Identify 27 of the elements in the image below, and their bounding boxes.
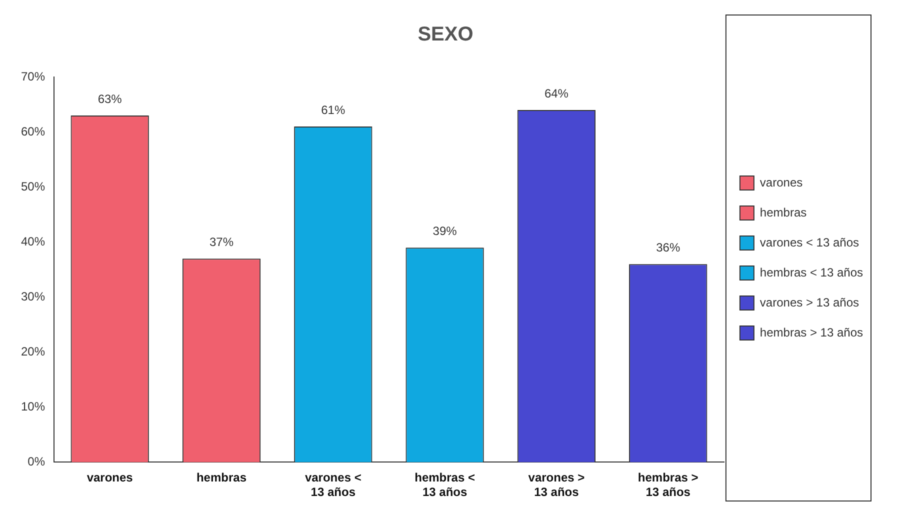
data-label: 61% [321, 102, 346, 117]
x-tick-label: hembras [196, 470, 247, 485]
y-tick-label: 40% [20, 234, 46, 248]
x-tick-label: varones [86, 470, 134, 485]
legend-label: hembras < 13 años [760, 265, 864, 280]
y-tick-label: 70% [20, 69, 46, 84]
y-tick-label: 20% [20, 344, 46, 358]
y-tick-label: 30% [20, 289, 46, 304]
y-tick-label: 60% [20, 124, 46, 138]
data-label: 36% [656, 240, 680, 254]
y-tick-label: 50% [20, 179, 46, 194]
y-tick-label: 0% [28, 454, 46, 469]
legend-label: hembras [760, 205, 807, 220]
legend-label: varones > 13 años [760, 295, 860, 310]
legend-label: hembras > 13 años [760, 325, 864, 340]
data-label: 37% [209, 234, 234, 249]
y-tick-label: 10% [20, 399, 46, 414]
legend-label: varones < 13 años [760, 235, 860, 250]
x-tick-label: varones > 13 años [528, 470, 585, 500]
data-label: 64% [544, 86, 569, 100]
data-label: 39% [432, 224, 458, 238]
x-tick-label: varones < 13 años [304, 470, 362, 500]
x-tick-label: hembras > 13 años [638, 470, 698, 500]
data-label: 63% [98, 92, 122, 106]
chart-title: SEXO [418, 24, 474, 46]
legend-label: varones [760, 175, 803, 190]
x-tick-label: hembras < 13 años [414, 470, 475, 500]
